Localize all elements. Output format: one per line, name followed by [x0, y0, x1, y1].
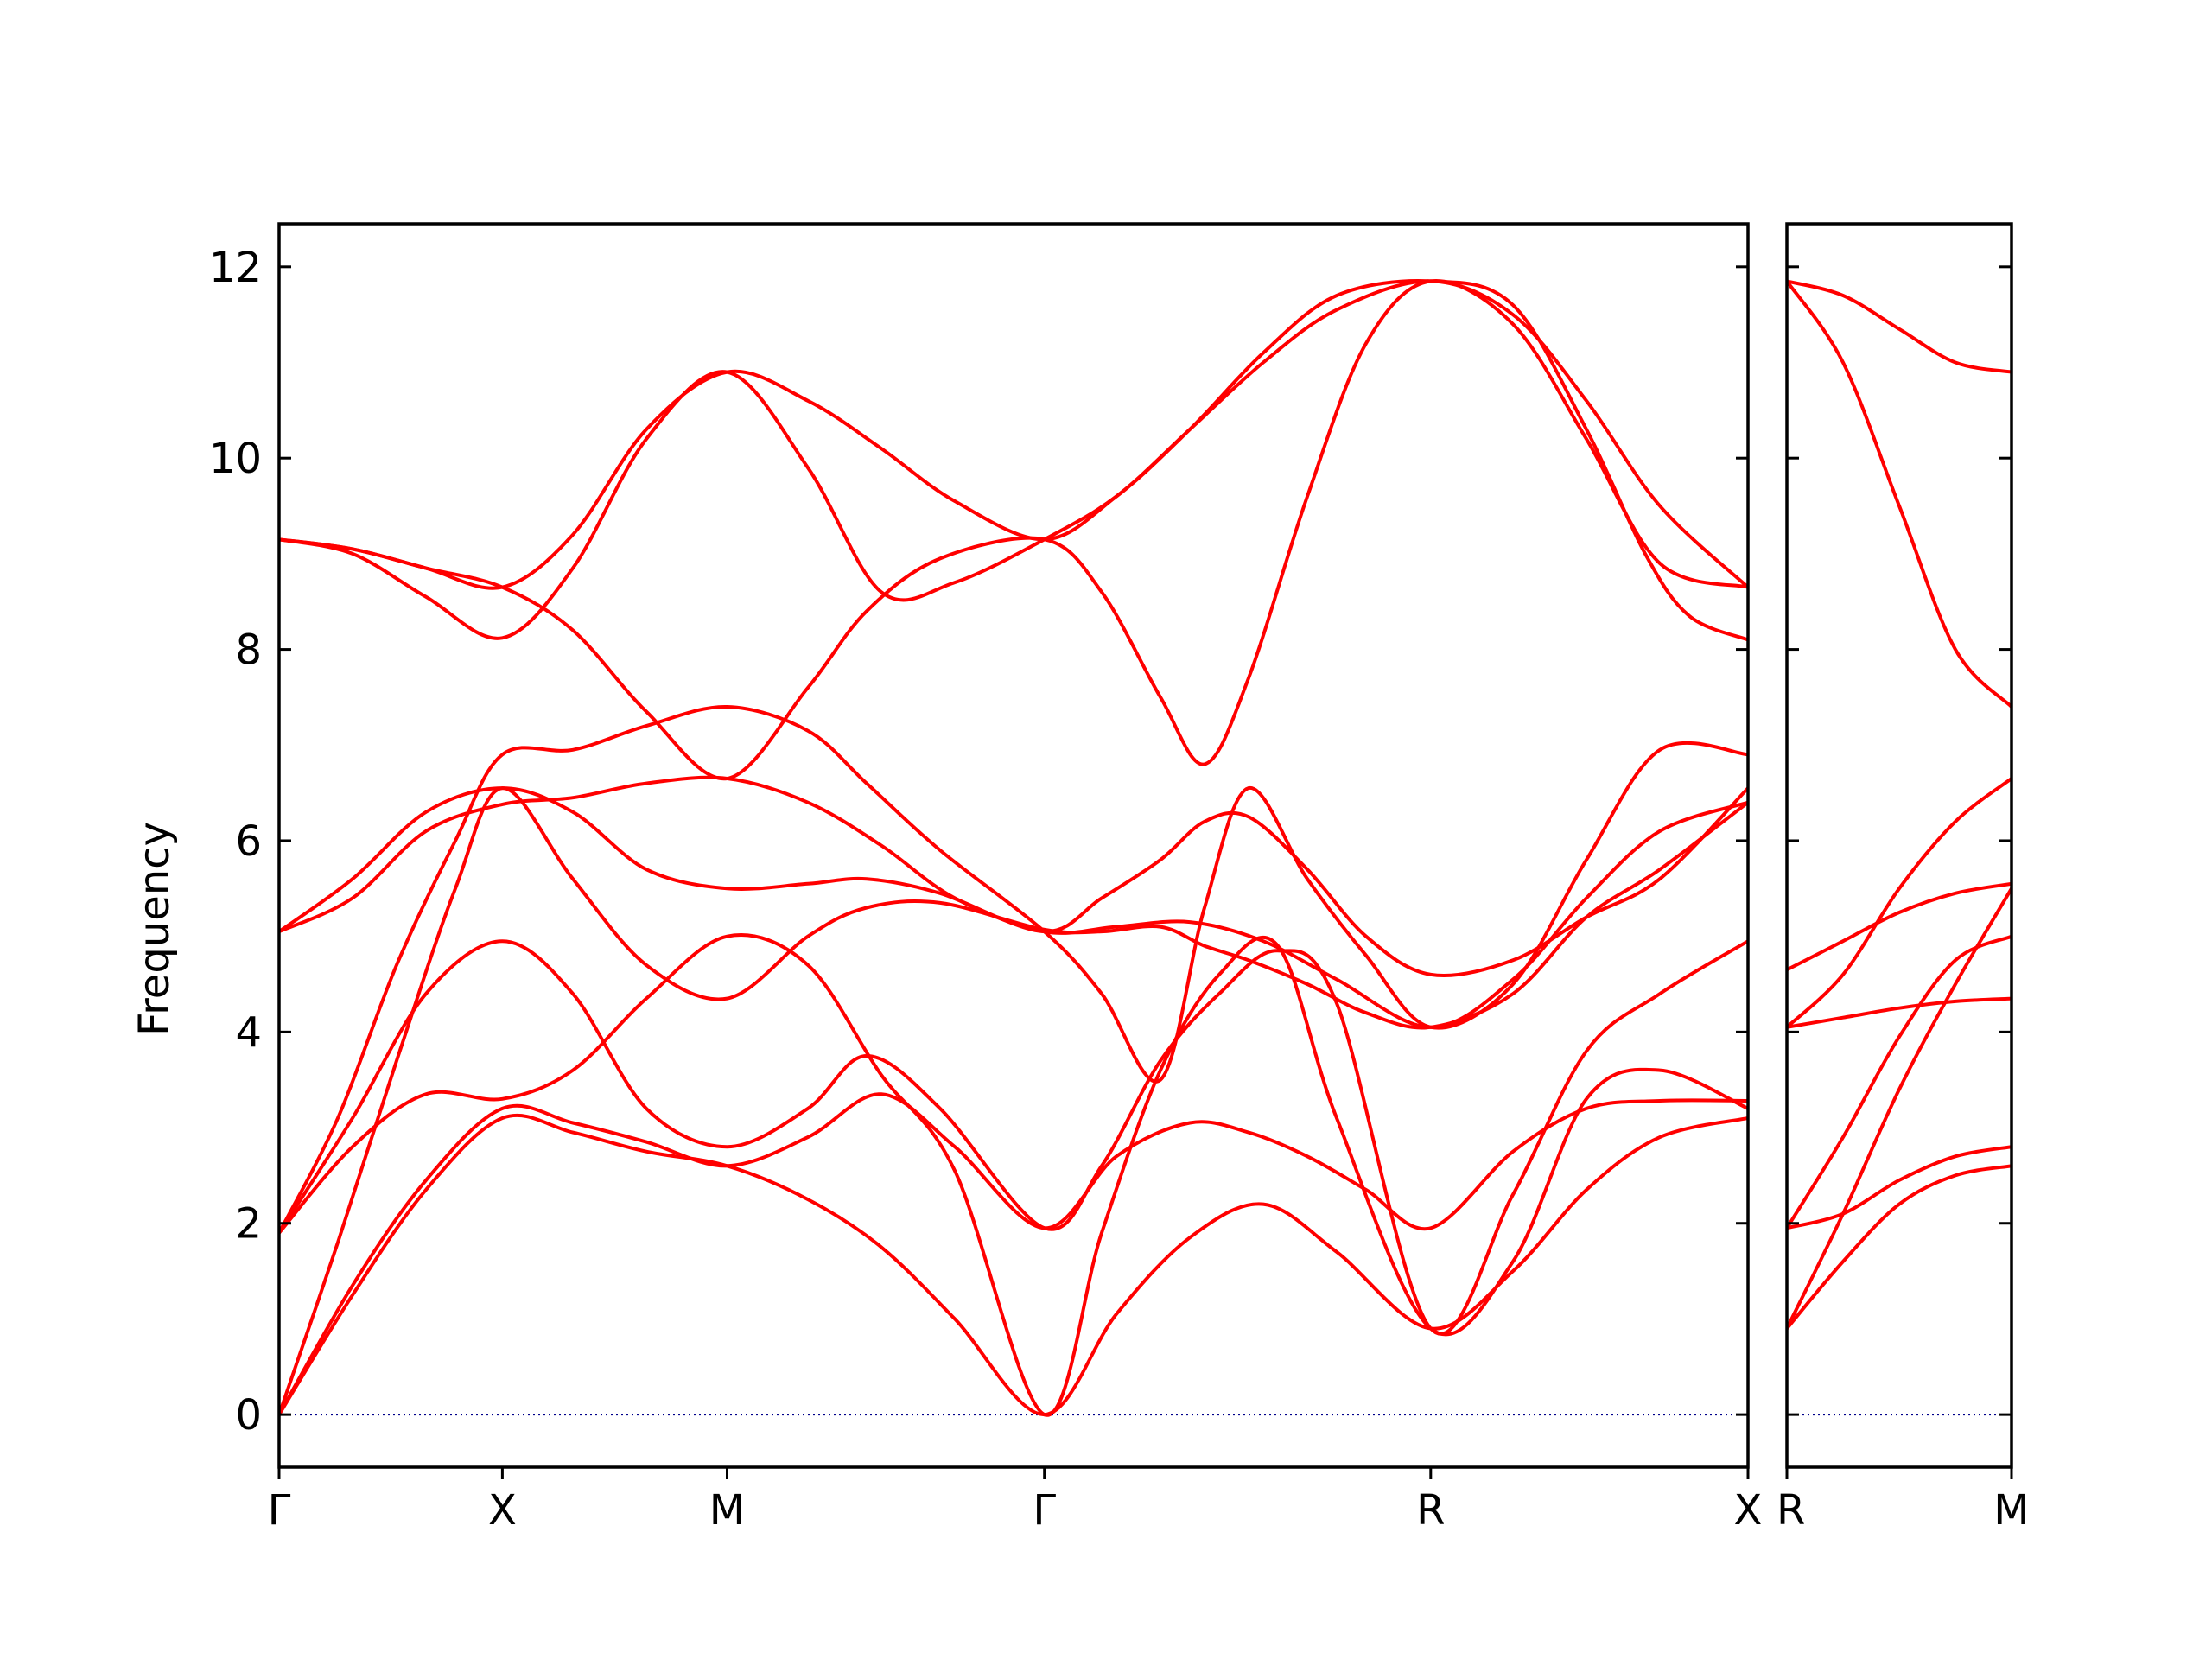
band-RM-2	[1787, 887, 2012, 1331]
x-tick-label: R	[1777, 1486, 1805, 1535]
plot-frame	[1785, 222, 2013, 1469]
band-main-8	[279, 775, 1748, 1029]
band-RM-4	[1787, 934, 2012, 1230]
band-RM-6	[1787, 777, 2012, 1029]
band-main-7	[279, 786, 1748, 978]
plot-frame	[277, 222, 1750, 1469]
bands	[1787, 279, 2012, 1331]
y-tick-label: 0	[235, 1391, 262, 1440]
band-RM-7	[1787, 881, 2012, 972]
band-RM-9	[1787, 279, 2012, 374]
x-tick-label: X	[488, 1486, 517, 1535]
band-main-9	[279, 279, 1748, 781]
x-tick-label: M	[1993, 1486, 2029, 1535]
y-tick-label: 4	[235, 1008, 262, 1057]
band-main-10	[279, 279, 1748, 642]
band-RM-8	[1787, 279, 2012, 709]
y-tick-label: 2	[235, 1200, 262, 1249]
band-RM-5	[1787, 996, 2012, 1029]
y-axis-title: Frequency	[130, 822, 179, 1036]
y-tick-label: 12	[209, 244, 262, 292]
y-tick-label: 6	[235, 817, 262, 866]
band-main-3	[279, 933, 1748, 1417]
x-tick-label: Γ	[268, 1486, 291, 1535]
main-panel: 0 2 4 6 8 10 12 Γ X M Γ R X	[209, 222, 1763, 1535]
band-RM-1	[1787, 1164, 2012, 1331]
x-tick-label: R	[1416, 1486, 1445, 1535]
band-main-1	[279, 1113, 1748, 1417]
y-tick-label: 10	[209, 435, 262, 483]
band-RM-3	[1787, 1145, 2012, 1230]
band-main-11	[279, 279, 1748, 590]
x-tick-label: M	[709, 1486, 745, 1535]
band-main-4	[279, 939, 1748, 1336]
band-main-5	[279, 786, 1748, 1417]
bands	[279, 279, 1748, 1417]
x-tick-label: X	[1734, 1486, 1763, 1535]
x-tick-label: Γ	[1033, 1486, 1056, 1535]
band-main-6	[279, 704, 1748, 1235]
band-main-2	[279, 1092, 1748, 1417]
y-tick-label: 8	[235, 626, 262, 675]
